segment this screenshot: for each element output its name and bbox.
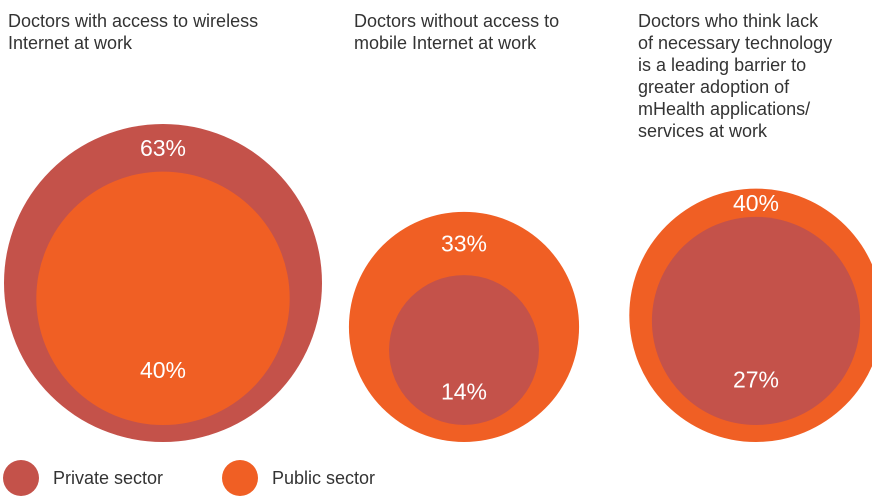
legend-label: Public sector — [272, 467, 376, 488]
title-line: mHealth applications/ — [638, 99, 811, 119]
legend-item-public: Public sector — [222, 458, 375, 498]
bubble-public-inner — [36, 171, 290, 425]
title-line: Internet at work — [8, 33, 133, 53]
data-label-public: 40% — [733, 190, 779, 216]
legend-swatch-public — [222, 460, 258, 496]
title-line: Doctors who think lack — [638, 11, 819, 31]
panel-title-wireless-access: Doctors with access to wireless Internet… — [8, 10, 258, 54]
legend-swatch-private — [3, 460, 39, 496]
title-line: Doctors with access to wireless — [8, 11, 259, 31]
data-label-public: 33% — [441, 231, 487, 257]
legend: Private sector Public sector — [0, 458, 872, 498]
panel-title-technology-barrier: Doctors who think lack of necessary tech… — [638, 10, 832, 142]
title-line: is a leading barrier to — [638, 55, 807, 75]
title-line: of necessary technology — [638, 33, 833, 53]
legend-label: Private sector — [53, 467, 164, 488]
data-label-public: 40% — [140, 357, 186, 383]
title-line: Doctors without access to — [354, 11, 560, 31]
bubble-private-inner — [389, 275, 539, 425]
title-line: greater adoption of — [638, 77, 790, 97]
legend-item-private: Private sector — [3, 458, 163, 498]
data-label-private: 14% — [441, 379, 487, 405]
title-line: services at work — [638, 121, 768, 141]
title-line: mobile Internet at work — [354, 33, 537, 53]
data-label-private: 63% — [140, 135, 186, 161]
data-label-private: 27% — [733, 366, 779, 392]
bubble-private-inner — [651, 216, 861, 425]
panel-title-no-mobile-access: Doctors without access to mobile Interne… — [354, 10, 559, 54]
